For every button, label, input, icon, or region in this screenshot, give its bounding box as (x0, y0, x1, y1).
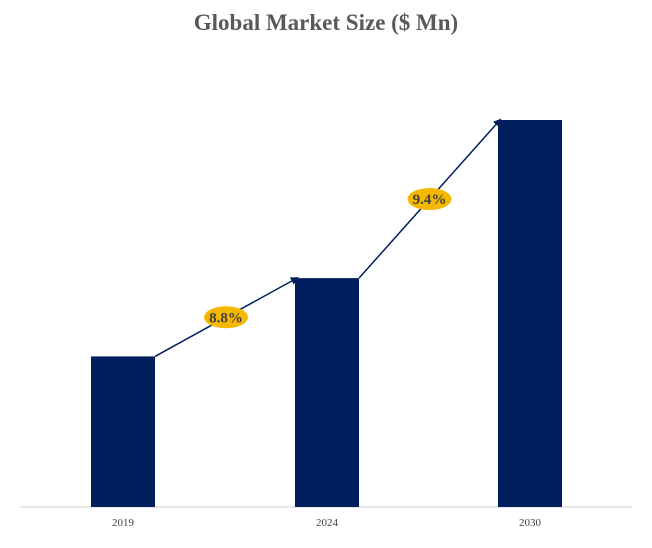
chart-title: Global Market Size ($ Mn) (193, 10, 459, 35)
bar-2024 (295, 278, 359, 507)
x-tick-label-2019: 2019 (112, 517, 135, 529)
bar-2019 (91, 356, 155, 507)
bar-2030 (498, 120, 562, 507)
cagr-badge-2 (407, 188, 452, 211)
cagr-label-2: 9.4% (413, 192, 447, 208)
cagr-badge-1 (204, 306, 248, 329)
x-tick-label-2030: 2030 (519, 517, 542, 529)
x-tick-label-2024: 2024 (316, 517, 339, 529)
cagr-label-1: 8.8% (209, 310, 243, 326)
